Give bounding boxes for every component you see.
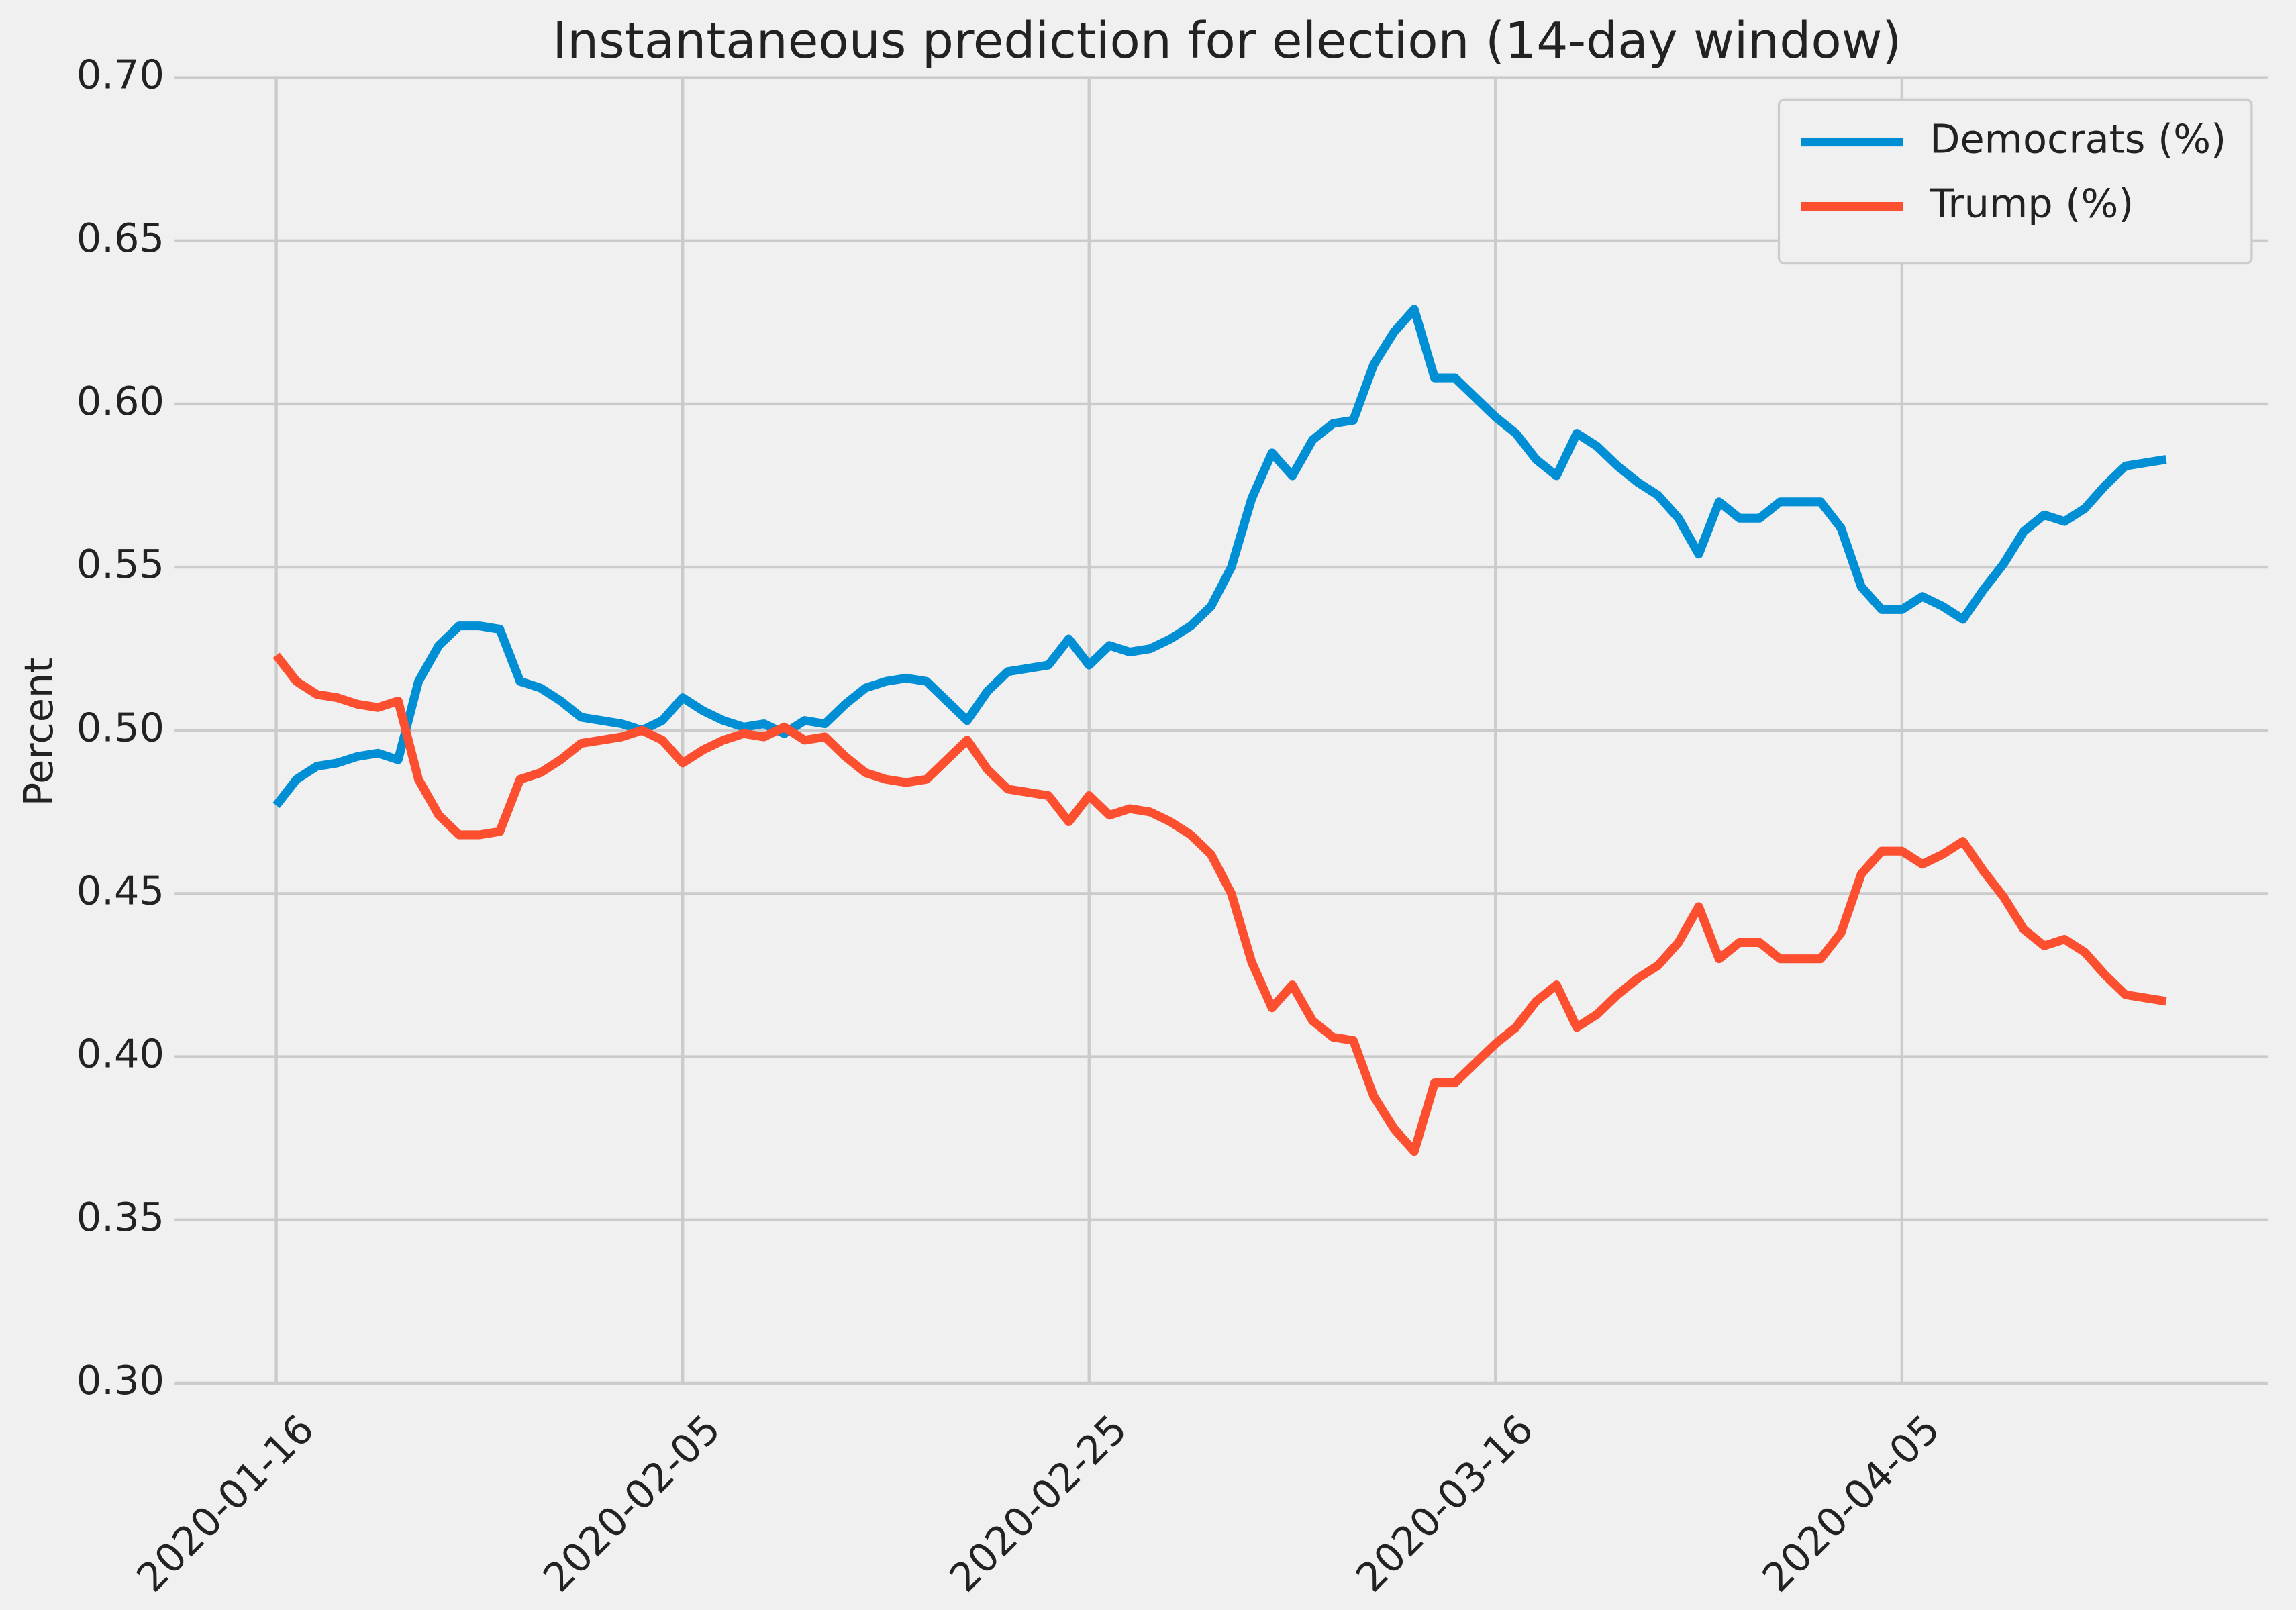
y-tick-label: 0.35 (77, 1194, 164, 1240)
legend-label: Democrats (%) (1930, 116, 2226, 162)
data-line (272, 305, 2167, 809)
legend: Democrats (%) Trump (%) (1777, 98, 2253, 265)
y-tick-label: 0.60 (77, 378, 164, 424)
y-tick-label: 0.30 (77, 1357, 164, 1403)
data-line (272, 652, 2167, 1156)
y-tick-label: 0.50 (77, 704, 164, 750)
y-tick-label: 0.45 (77, 868, 164, 914)
legend-label: Trump (%) (1929, 181, 2134, 227)
y-tick-label: 0.40 (77, 1031, 164, 1077)
y-axis-label: Percent (15, 658, 62, 807)
y-tick-label: 0.65 (77, 215, 164, 261)
y-tick-label: 0.55 (77, 541, 164, 587)
chart-title: Instantaneous prediction for election (1… (552, 12, 1901, 70)
y-tick-label: 0.70 (77, 52, 164, 98)
